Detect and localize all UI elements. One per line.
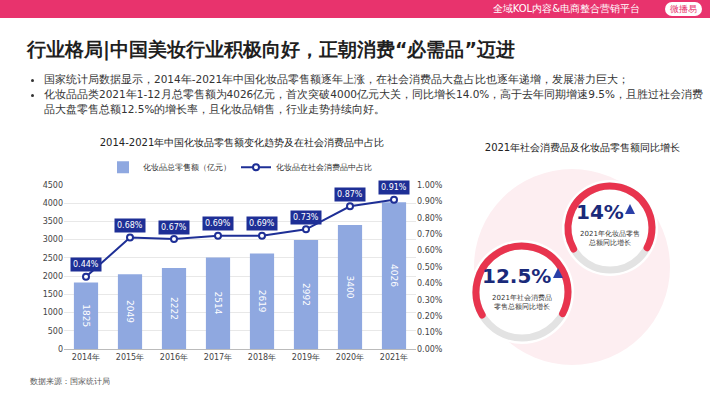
svg-text:0.20%: 0.20% <box>417 312 443 321</box>
svg-text:4500: 4500 <box>43 181 63 190</box>
svg-text:2514: 2514 <box>213 292 223 315</box>
svg-text:2017年: 2017年 <box>204 353 232 362</box>
html-text:数据来源：国家统计局: 数据来源：国家统计局 <box>30 377 110 386</box>
svg-text:2015年: 2015年 <box>116 353 144 362</box>
svg-text:0.67%: 0.67% <box>161 223 187 232</box>
svg-text:0.00%: 0.00% <box>417 345 443 354</box>
svg-text:0.70%: 0.70% <box>417 230 443 239</box>
svg-text:2500: 2500 <box>43 254 63 263</box>
svg-text:1.00%: 1.00% <box>417 181 443 190</box>
html-text:化妆品品类2021年1-12月总零售额为4026亿元，首次突: 化妆品品类2021年1-12月总零售额为4026亿元，首次突破4000亿元大关，… <box>44 88 703 115</box>
svg-text:2049: 2049 <box>125 300 135 323</box>
svg-text:0: 0 <box>58 345 63 354</box>
svg-text:4000: 4000 <box>43 199 63 208</box>
html-text:全域KOL内容&电商整合营销平台: 全域KOL内容&电商整合营销平台 <box>492 3 640 14</box>
svg-text:1825: 1825 <box>81 304 91 327</box>
svg-text:0.68%: 0.68% <box>117 221 143 230</box>
svg-text:0.90%: 0.90% <box>417 197 443 206</box>
svg-text:2619: 2619 <box>257 290 267 313</box>
svg-text:0.40%: 0.40% <box>417 279 443 288</box>
svg-text:2016年: 2016年 <box>160 353 188 362</box>
svg-text:0.30%: 0.30% <box>417 296 443 305</box>
html-text:12.5%: 12.5% <box>482 264 552 288</box>
svg-text:2000: 2000 <box>43 272 63 281</box>
svg-text:0.80%: 0.80% <box>417 214 443 223</box>
svg-text:4026: 4026 <box>389 264 399 287</box>
html-text:2021年社会消费品: 2021年社会消费品 <box>492 294 552 302</box>
svg-text:3400: 3400 <box>345 275 355 298</box>
svg-text:0.91%: 0.91% <box>381 183 407 192</box>
svg-text:2014年: 2014年 <box>72 353 100 362</box>
html-text:行业格局|中国美妆行业积极向好，正朝消费“必需品”迈进: 行业格局|中国美妆行业积极向好，正朝消费“必需品”迈进 <box>27 38 515 60</box>
svg-text:2018年: 2018年 <box>248 353 276 362</box>
svg-text:2021年: 2021年 <box>380 353 408 362</box>
svg-text:0.87%: 0.87% <box>337 190 363 199</box>
html-text:2021年化妆品零售: 2021年化妆品零售 <box>580 230 640 238</box>
svg-text:1000: 1000 <box>43 308 63 317</box>
svg-text:0.73%: 0.73% <box>293 213 319 222</box>
svg-text:0.60%: 0.60% <box>417 246 443 255</box>
svg-text:0.50%: 0.50% <box>417 263 443 272</box>
html-text:2021年社会消费品及化妆品零售额同比增长: 2021年社会消费品及化妆品零售额同比增长 <box>484 142 681 153</box>
svg-text:0.69%: 0.69% <box>249 219 275 228</box>
svg-text:2222: 2222 <box>169 297 179 320</box>
svg-text:3000: 3000 <box>43 235 63 244</box>
svg-text:0.10%: 0.10% <box>417 328 443 337</box>
html-text:总额同比增长: 总额同比增长 <box>589 239 631 247</box>
svg-text:2992: 2992 <box>301 283 311 306</box>
svg-text:0.69%: 0.69% <box>205 219 231 228</box>
html-text:零售总额同比增长: 零售总额同比增长 <box>494 303 550 311</box>
svg-text:化妆品总零售额（亿元）: 化妆品总零售额（亿元） <box>143 163 231 172</box>
svg-text:化妆品在社会消费品中占比: 化妆品在社会消费品中占比 <box>276 163 372 172</box>
svg-text:1500: 1500 <box>43 290 63 299</box>
svg-text:2019年: 2019年 <box>292 353 320 362</box>
svg-text:3500: 3500 <box>43 217 63 226</box>
svg-text:500: 500 <box>48 327 63 336</box>
html-text:国家统计局数据显示，2014年-2021年中国化妆品零售额逐: 国家统计局数据显示，2014年-2021年中国化妆品零售额逐年上涨，在社会消费品… <box>44 73 630 85</box>
svg-text:2020年: 2020年 <box>336 353 364 362</box>
html-text:14%: 14% <box>576 200 624 224</box>
html-text:微播易: 微播易 <box>670 4 697 14</box>
svg-text:0.44%: 0.44% <box>73 260 99 269</box>
svg-text:2014-2021年中国化妆品零售额变化趋势及在社会消费品中: 2014-2021年中国化妆品零售额变化趋势及在社会消费品中占比 <box>100 137 385 148</box>
